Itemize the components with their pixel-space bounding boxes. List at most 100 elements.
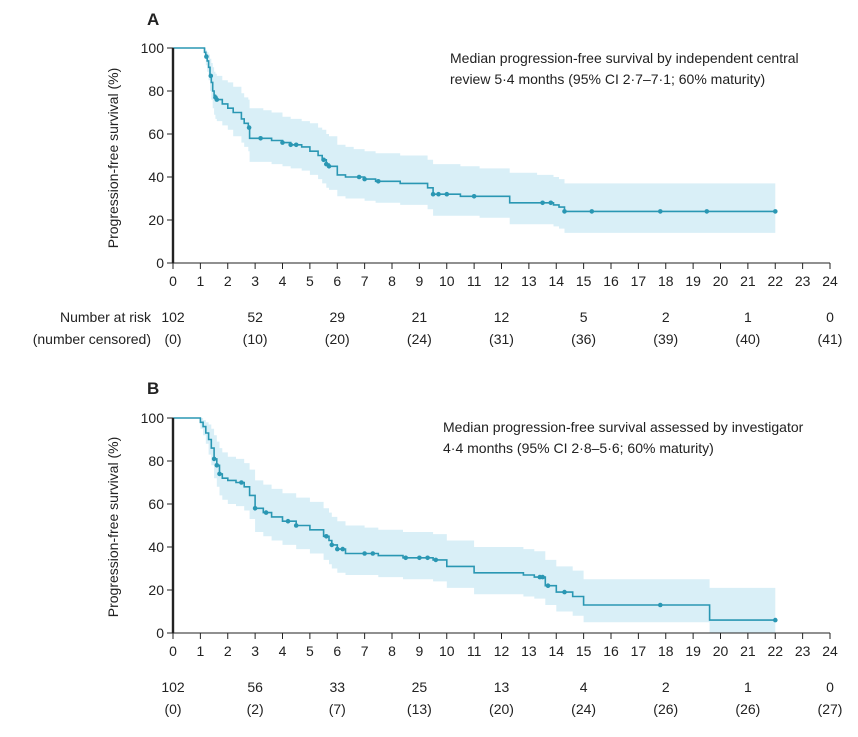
panel-b-censor-mark-12 [362,551,367,556]
panel-a-censored-21: (40) [735,331,760,347]
panel-a-x-tick-label-11: 11 [467,273,482,289]
panel-a-ci-band [173,48,776,233]
panel-b-x-tick-label-8: 8 [388,643,396,659]
panel-b-x-tick-label-4: 4 [279,643,287,659]
panel-b-x-tick-label-7: 7 [361,643,369,659]
panel-a-x-tick-label-24: 24 [822,273,838,289]
panel-b-censor-mark-2 [217,471,222,477]
panel-b-y-tick-label-0: 0 [156,625,164,641]
panel-a-censor-mark-25 [773,209,778,214]
panel-b-km-curve [173,417,776,621]
panel-a-at-risk-9: 21 [412,309,428,325]
panel-a-at-risk-18: 2 [662,309,670,325]
panel-a-x-tick-label-13: 13 [521,273,537,289]
panel-b-ci-area [173,418,776,633]
panel-b-x-tick-label-23: 23 [795,643,811,659]
panel-a-ci-area [173,48,776,233]
risk-row-label-1: Number at risk [60,309,152,325]
panel-a-censored-24: (41) [818,331,843,347]
panel-a-at-risk-15: 5 [580,309,588,325]
panel-a-x-tick-label-19: 19 [685,273,701,289]
panel-a-at-risk-21: 1 [744,309,752,325]
panel-a-x-tick-label-16: 16 [603,273,619,289]
panel-b-x-tick-label-11: 11 [467,643,482,659]
panel-b-censored-21: (26) [735,701,760,717]
panel-a-x-tick-label-1: 1 [196,273,204,289]
panel-a-censored-0: (0) [164,331,181,347]
panel-b-x-tick-label-0: 0 [169,643,177,659]
panel-b-censor-mark-14 [403,555,409,561]
panel-b-label: B [147,379,159,398]
panel-a-censor-mark-23 [658,209,663,214]
panel-a-risk-table: 102 (0) 52 (10) 29 (20) 21 (24) 12 (31) 5 (36) 2 (39)… [161,309,842,347]
panel-b-censor-mark-11 [340,546,346,552]
panel-b-censored-6: (7) [329,701,346,717]
panel-a-at-risk-0: 102 [161,309,185,325]
panel-a-censored-6: (20) [325,331,350,347]
panel-a-x-tick-label-3: 3 [251,273,259,289]
panel-b-x-tick-label-24: 24 [822,643,838,659]
panel-b-censored-12: (20) [489,701,514,717]
panel-b-y-tick-label-100: 100 [141,410,165,426]
panel-a-censor-mark-21 [562,209,567,214]
panel-a-x-tick-label-18: 18 [658,273,674,289]
panel-b-censored-15: (24) [571,701,596,717]
panel-b-censor-mark-5 [263,510,269,515]
panel-a-censor-mark-9 [321,157,326,163]
panel-b-censor-mark-22 [658,602,663,608]
panel-b-censor-mark-8 [324,534,329,539]
panel-a-at-risk-24: 0 [826,309,834,325]
panel-a-at-risk-6: 29 [329,309,345,325]
panel-a-x-tick-label-14: 14 [548,273,564,289]
panel-a-annotation-line-2: review 5·4 months (95% CI 2·7–7·1; 60% m… [450,71,765,87]
panel-b-ci-band [173,418,776,633]
panel-b-step-line [173,417,776,621]
panel-b-at-risk-18: 2 [662,679,670,695]
panel-b-censor-mark-15 [417,555,422,561]
panel-a-x-tick-label-7: 7 [361,273,369,289]
panel-b-x-tick-label-17: 17 [631,643,647,659]
panel-a-censor-mark-0 [204,54,209,59]
panel-b-censor-mark-21 [562,589,567,595]
panel-b-censored-0: (0) [164,701,181,717]
panel-a-x-tick-label-4: 4 [279,273,287,289]
panel-b-x-tick-label-2: 2 [224,643,232,659]
panel-a-censored-3: (10) [243,331,268,347]
panel-a-y-tick-label-0: 0 [156,255,164,271]
panel-a-censored-15: (36) [571,331,596,347]
panel-b-censor-mark-1 [214,463,220,468]
panel-b-censor-mark-20 [545,583,551,588]
panel-b-x-tick-label-19: 19 [685,643,701,659]
panel-b-at-risk-0: 102 [161,679,185,695]
panel-b-x-tick-label-20: 20 [713,643,729,659]
panel-b-censored-3: (2) [247,701,264,717]
panel-a-x-tick-label-8: 8 [388,273,396,289]
panel-a-x-tick-label-10: 10 [439,273,455,289]
panel-b-at-risk-9: 25 [412,679,428,695]
panel-b-x-tick-label-5: 5 [306,643,314,659]
panel-b-censored-9: (13) [407,701,432,717]
panel-b-x-tick-label-13: 13 [521,643,537,659]
panel-a-label: A [147,10,159,29]
panel-a-annotation-line-1: Median progression-free survival by inde… [450,50,799,66]
panel-a-censor-mark-7 [288,142,294,148]
panel-b-y-tick-label-40: 40 [148,539,164,555]
panel-b-censor-marks [211,456,778,623]
panel-b-at-risk-24: 0 [826,679,834,695]
panel-a-censored-9: (24) [407,331,432,347]
panel-a-censor-marks [204,54,778,214]
panel-a-censor-mark-22 [589,209,595,214]
panel-b-censor-mark-13 [370,551,376,556]
panel-b-risk-table: 102 (0) 56 (2) 33 (7) 25 (13) 13 (20) 4 (24) 2 (26) 1 (… [161,679,842,717]
panel-a-x-tick-label-0: 0 [169,273,177,289]
panel-b-censor-mark-19 [540,574,545,580]
panel-a-censor-mark-3 [214,97,220,102]
panel-a-censor-mark-12 [356,174,362,180]
panel-a-x-tick-label-5: 5 [306,273,314,289]
panel-b-censor-mark-6 [285,518,291,524]
panel-b-censor-mark-9 [329,542,335,548]
panel-b-censor-mark-16 [425,555,430,561]
